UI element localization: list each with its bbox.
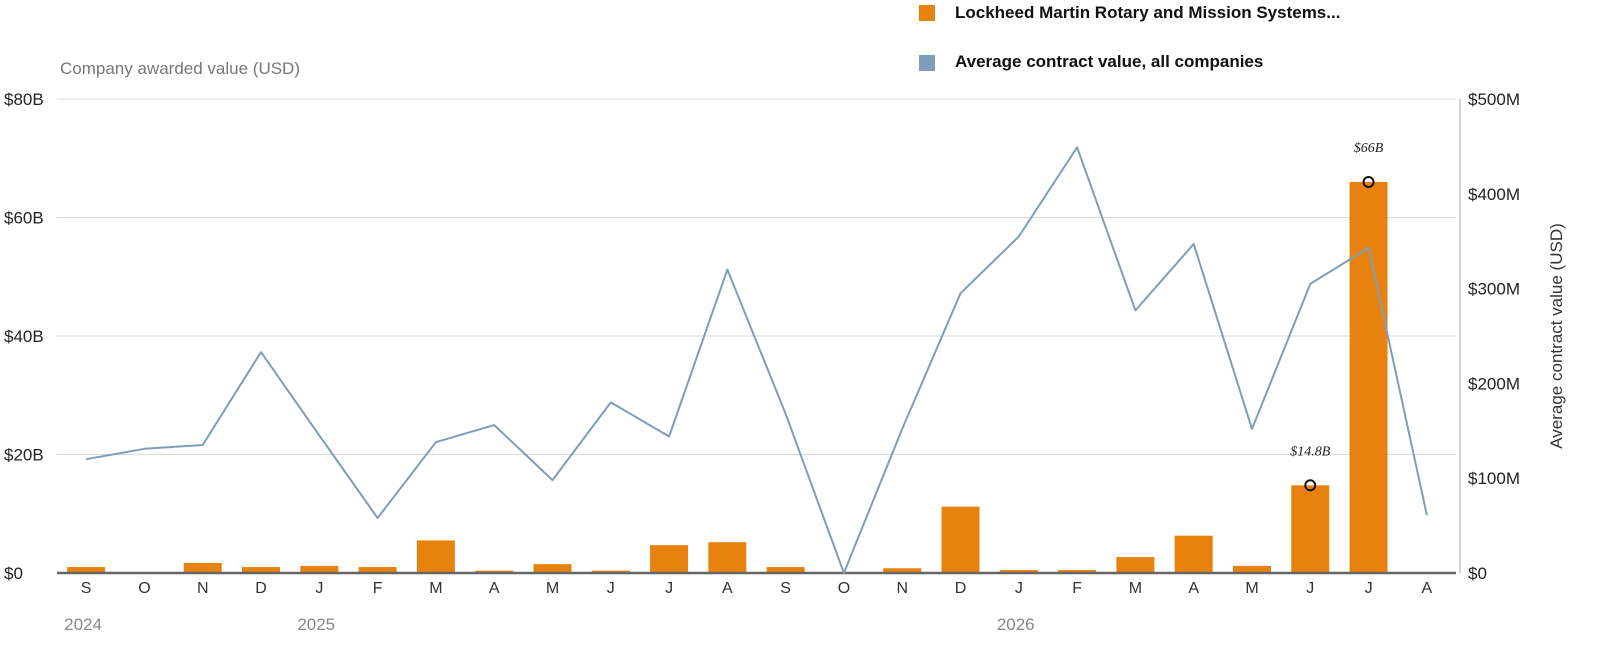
bar bbox=[1349, 181, 1388, 573]
bar bbox=[183, 562, 222, 573]
y-right-tick-label: $300M bbox=[1468, 280, 1520, 299]
legend-item-company[interactable]: Lockheed Martin Rotary and Mission Syste… bbox=[919, 3, 1340, 22]
y-left-tick-label: $80B bbox=[4, 90, 44, 109]
y-left-tick-label: $60B bbox=[4, 209, 44, 228]
x-tick-label: S bbox=[780, 580, 791, 597]
x-tick-label: M bbox=[546, 580, 559, 597]
company-bars bbox=[67, 181, 1388, 573]
legend-item-average[interactable]: Average contract value, all companies bbox=[919, 52, 1263, 71]
bar bbox=[650, 545, 689, 573]
x-tick-label: A bbox=[489, 580, 500, 597]
bar bbox=[416, 540, 455, 573]
left-y-axis: $0 $20B $40B $60B $80B bbox=[4, 90, 44, 583]
x-tick-label: A bbox=[722, 580, 733, 597]
y-right-tick-label: $500M bbox=[1468, 90, 1520, 109]
gridlines bbox=[57, 98, 1456, 455]
annotations: $14.8B $66B bbox=[1290, 141, 1384, 492]
annotation-label: $66B bbox=[1354, 141, 1384, 156]
bar bbox=[1291, 485, 1330, 573]
y-right-tick-label: $100M bbox=[1468, 469, 1520, 488]
x-year-label: 2024 bbox=[64, 615, 102, 634]
legend-swatch-average bbox=[919, 55, 935, 71]
x-tick-label: O bbox=[138, 580, 150, 597]
right-axis-title: Average contract value (USD) bbox=[1547, 223, 1566, 449]
left-axis-title: Company awarded value (USD) bbox=[60, 59, 300, 78]
x-tick-label: A bbox=[1422, 580, 1433, 597]
bar bbox=[1116, 557, 1155, 573]
right-y-axis: $0 $100M $200M $300M $400M $500M bbox=[1459, 90, 1520, 583]
x-tick-label: M bbox=[1129, 580, 1142, 597]
y-left-tick-label: $0 bbox=[4, 564, 23, 583]
bar bbox=[766, 567, 805, 573]
legend-label-average: Average contract value, all companies bbox=[955, 52, 1263, 71]
bar bbox=[67, 567, 106, 573]
x-tick-label: N bbox=[896, 580, 908, 597]
x-axis: S O N D J F M A M J J A S O N D J F M A M J J A 2024 2025 2026 bbox=[64, 580, 1432, 634]
legend-label-company: Lockheed Martin Rotary and Mission Syste… bbox=[955, 3, 1340, 22]
legend: Lockheed Martin Rotary and Mission Syste… bbox=[919, 3, 1340, 71]
bar bbox=[1174, 535, 1213, 573]
annotation-label: $14.8B bbox=[1290, 444, 1331, 459]
x-tick-label: O bbox=[838, 580, 850, 597]
bar bbox=[533, 564, 572, 573]
bar bbox=[999, 570, 1038, 573]
x-tick-label: J bbox=[607, 580, 615, 597]
x-year-label: 2025 bbox=[297, 615, 335, 634]
y-right-tick-label: $200M bbox=[1468, 374, 1520, 393]
bar bbox=[1232, 565, 1271, 573]
legend-swatch-company bbox=[919, 5, 935, 21]
average-line bbox=[85, 146, 1428, 574]
x-tick-label: M bbox=[429, 580, 442, 597]
bar bbox=[941, 506, 980, 573]
x-tick-label: S bbox=[81, 580, 92, 597]
bar bbox=[242, 567, 281, 573]
y-right-tick-label: $0 bbox=[1468, 564, 1487, 583]
y-left-tick-label: $40B bbox=[4, 327, 44, 346]
x-tick-label: J bbox=[1306, 580, 1314, 597]
x-tick-label: J bbox=[1365, 580, 1373, 597]
annotation-marker bbox=[1304, 479, 1317, 492]
x-tick-label: N bbox=[197, 580, 209, 597]
bar bbox=[300, 565, 339, 573]
bar bbox=[358, 567, 397, 573]
x-tick-label: J bbox=[1015, 580, 1023, 597]
bar bbox=[883, 568, 922, 573]
x-tick-label: F bbox=[373, 580, 383, 597]
x-tick-label: M bbox=[1245, 580, 1258, 597]
bar bbox=[708, 542, 747, 573]
x-tick-label: A bbox=[1188, 580, 1199, 597]
y-right-tick-label: $400M bbox=[1468, 185, 1520, 204]
bar bbox=[1058, 570, 1097, 573]
x-tick-label: J bbox=[665, 580, 673, 597]
average-line-series bbox=[85, 146, 1428, 574]
x-tick-label: F bbox=[1072, 580, 1082, 597]
x-tick-label: D bbox=[255, 580, 267, 597]
annotation-marker bbox=[1362, 175, 1375, 188]
x-year-label: 2026 bbox=[997, 615, 1035, 634]
x-tick-label: J bbox=[315, 580, 323, 597]
x-tick-label: D bbox=[955, 580, 967, 597]
y-left-tick-label: $20B bbox=[4, 446, 44, 465]
